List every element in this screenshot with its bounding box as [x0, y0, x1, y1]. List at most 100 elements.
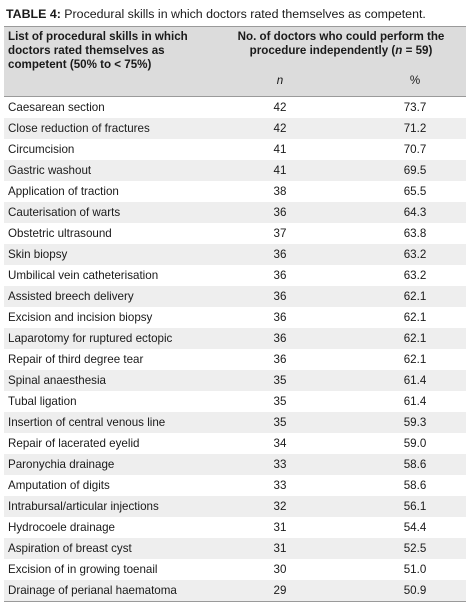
cell-percent: 65.5: [403, 185, 427, 198]
cell-percent: 52.5: [403, 542, 427, 555]
table-row: Amputation of digits 33 58.6: [4, 475, 466, 496]
subheader-percent: %: [364, 72, 467, 97]
cell-skill: Close reduction of fractures: [8, 122, 150, 135]
cell-skill: Excision and incision biopsy: [8, 311, 153, 324]
table-row: Obstetric ultrasound 37 63.8: [4, 223, 466, 244]
cell-skill: Amputation of digits: [8, 479, 110, 492]
cell-skill: Laparotomy for ruptured ectopic: [8, 332, 173, 345]
table-figure: TABLE 4: Procedural skills in which doct…: [4, 6, 467, 602]
cell-n: 42: [273, 122, 287, 135]
cell-percent: 69.5: [403, 164, 427, 177]
cell-percent: 58.6: [403, 458, 427, 471]
cell-percent: 59.0: [403, 437, 427, 450]
cell-percent: 63.2: [403, 248, 427, 261]
cell-skill: Hydrocoele drainage: [8, 521, 115, 534]
cell-skill: Insertion of central venous line: [8, 416, 166, 429]
cell-skill: Umbilical vein catheterisation: [8, 269, 159, 282]
procedural-skills-table: List of procedural skills in which docto…: [4, 26, 467, 602]
subheader-blank: [4, 72, 216, 97]
cell-n: 33: [273, 479, 287, 492]
cell-n: 29: [273, 584, 287, 597]
cell-percent: 56.1: [403, 500, 427, 513]
cell-percent: 63.8: [403, 227, 427, 240]
table-row: Gastric washout 41 69.5: [4, 160, 467, 181]
cell-percent: 64.3: [403, 206, 427, 219]
table-row: Tubal ligation 35 61.4: [4, 391, 466, 412]
cell-n: 41: [273, 164, 287, 177]
table-row: Drainage of perianal haematoma 29 50.9: [4, 580, 467, 602]
table-row: Repair of lacerated eyelid 34 59.0: [4, 433, 466, 454]
subheader-n: n: [216, 72, 364, 97]
header-doctors-count-pre: No. of doctors who could perform the pro…: [237, 30, 445, 57]
table-row: Repair of third degree tear 36 62.1: [4, 349, 466, 370]
cell-skill: Intrabursal/articular injections: [8, 500, 159, 513]
cell-skill: Repair of third degree tear: [8, 353, 144, 366]
cell-percent: 58.6: [403, 479, 427, 492]
cell-skill: Paronychia drainage: [8, 458, 115, 471]
table-row: Application of traction 38 65.5: [4, 181, 466, 202]
cell-n: 33: [273, 458, 287, 471]
cell-percent: 73.7: [403, 101, 427, 114]
table-row: Close reduction of fractures 42 71.2: [4, 118, 467, 139]
cell-skill: Gastric washout: [8, 164, 92, 177]
cell-n: 36: [273, 290, 287, 303]
cell-percent: 62.1: [403, 311, 427, 324]
cell-percent: 59.3: [403, 416, 427, 429]
table-row: Paronychia drainage 33 58.6: [4, 454, 467, 475]
cell-percent: 70.7: [403, 143, 427, 156]
cell-skill: Spinal anaesthesia: [8, 374, 106, 387]
cell-skill: Aspiration of breast cyst: [8, 542, 132, 555]
cell-n: 36: [273, 311, 287, 324]
cell-skill: Cauterisation of warts: [8, 206, 121, 219]
table-caption-label: TABLE 4:: [6, 7, 61, 21]
cell-n: 41: [273, 143, 287, 156]
table-row: Caesarean section 42 73.7: [4, 97, 466, 119]
header-skills: List of procedural skills in which docto…: [4, 26, 216, 72]
table-caption: TABLE 4: Procedural skills in which doct…: [4, 6, 466, 22]
table-row: Assisted breech delivery 36 62.1: [4, 286, 467, 307]
cell-percent: 54.4: [403, 521, 427, 534]
cell-percent: 71.2: [403, 122, 427, 135]
cell-n: 32: [273, 500, 287, 513]
table-row: Circumcision 41 70.7: [4, 139, 466, 160]
cell-percent: 51.0: [403, 563, 427, 576]
cell-n: 34: [273, 437, 287, 450]
cell-n: 36: [273, 353, 287, 366]
table-body: Caesarean section 42 73.7 Close reduction o…: [4, 97, 467, 602]
cell-n: 36: [273, 248, 287, 261]
table-row: Cauterisation of warts 36 64.3: [4, 202, 467, 223]
cell-skill: Tubal ligation: [8, 395, 77, 408]
cell-n: 36: [273, 332, 287, 345]
cell-skill: Application of traction: [8, 185, 119, 198]
table-row: Excision of in growing toenail 30 51.0: [4, 559, 466, 580]
cell-skill: Caesarean section: [8, 101, 105, 114]
cell-percent: 61.4: [403, 395, 427, 408]
header-doctors-count: No. of doctors who could perform the pro…: [216, 26, 467, 72]
table-row: Aspiration of breast cyst 31 52.5: [4, 538, 467, 559]
cell-skill: Excision of in growing toenail: [8, 563, 158, 576]
header-doctors-count-post: = 59): [402, 44, 433, 57]
table-caption-text: Procedural skills in which doctors rated…: [60, 7, 426, 21]
cell-n: 38: [273, 185, 287, 198]
cell-n: 37: [273, 227, 287, 240]
table-row: Intrabursal/articular injections 32 56.1: [4, 496, 467, 517]
cell-skill: Assisted breech delivery: [8, 290, 134, 303]
table-row: Spinal anaesthesia 35 61.4: [4, 370, 467, 391]
cell-n: 36: [273, 206, 287, 219]
cell-n: 42: [273, 101, 287, 114]
table-row: Hydrocoele drainage 31 54.4: [4, 517, 466, 538]
table-header: List of procedural skills in which docto…: [4, 26, 467, 97]
table-row: Laparotomy for ruptured ectopic 36 62.1: [4, 328, 467, 349]
cell-skill: Obstetric ultrasound: [8, 227, 112, 240]
cell-n: 35: [273, 416, 287, 429]
table-row: Skin biopsy 36 63.2: [4, 244, 467, 265]
cell-percent: 62.1: [403, 290, 427, 303]
cell-percent: 63.2: [403, 269, 427, 282]
table-row: Umbilical vein catheterisation 36 63.2: [4, 265, 466, 286]
cell-percent: 62.1: [403, 353, 427, 366]
cell-percent: 50.9: [403, 584, 427, 597]
cell-skill: Circumcision: [8, 143, 75, 156]
header-doctors-count-n: n: [395, 44, 403, 57]
cell-n: 36: [273, 269, 287, 282]
cell-skill: Drainage of perianal haematoma: [8, 584, 177, 597]
